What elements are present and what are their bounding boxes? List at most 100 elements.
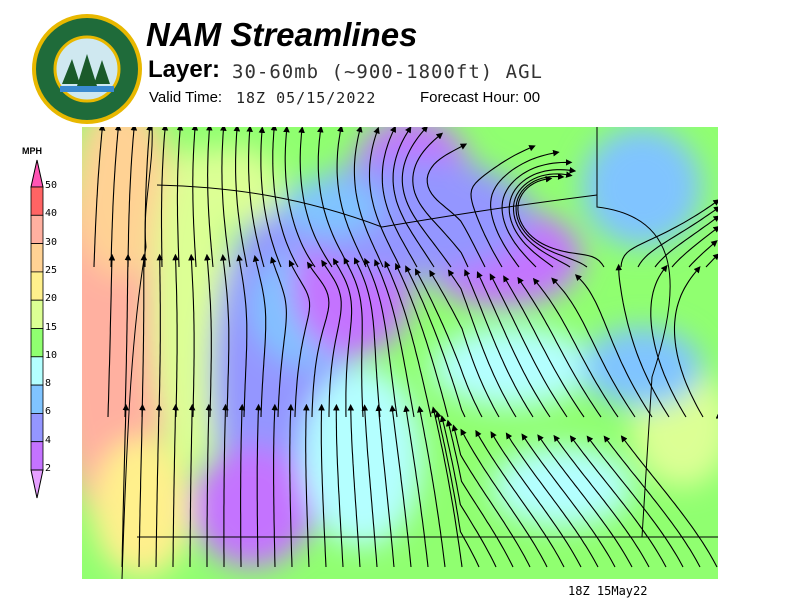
- streamline: [489, 273, 568, 418]
- wind-speed-region: [152, 147, 232, 467]
- legend-label: 15: [45, 321, 58, 333]
- streamline: [206, 127, 214, 268]
- legend-below-triangle: [30, 469, 44, 499]
- streamline: [172, 253, 179, 418]
- streamline: [671, 225, 718, 268]
- streamline: [447, 269, 517, 418]
- legend-band: [30, 299, 44, 329]
- legend-band: [30, 356, 44, 386]
- streamline: [140, 253, 148, 418]
- streamline: [255, 403, 262, 568]
- forecast-hour: Forecast Hour: 00: [420, 89, 541, 106]
- streamline-map: [82, 127, 718, 579]
- streamline: [107, 253, 116, 418]
- streamline: [287, 403, 294, 568]
- wind-speed-region: [302, 367, 422, 547]
- streamline: [258, 127, 282, 268]
- state-border: [156, 184, 598, 228]
- streamline: [389, 404, 412, 568]
- legend-band: [30, 271, 44, 301]
- streamline: [431, 406, 463, 568]
- streamline: [246, 127, 265, 268]
- wind-speed-region: [432, 327, 592, 407]
- streamline: [508, 167, 577, 268]
- streamline: [270, 127, 299, 268]
- streamline: [414, 268, 483, 418]
- streamline: [347, 404, 361, 568]
- streamline: [429, 269, 500, 418]
- valid-time-value: 18Z 05/15/2022: [236, 89, 377, 107]
- legend-above-triangle: [30, 159, 44, 188]
- legend-band: [30, 243, 44, 273]
- streamline: [381, 127, 418, 268]
- streamline: [283, 127, 316, 268]
- streamline: [503, 275, 585, 418]
- streamline: [574, 274, 653, 418]
- streamline: [172, 403, 179, 567]
- streamline: [306, 261, 330, 418]
- streamline: [124, 253, 132, 418]
- streamline: [155, 403, 163, 568]
- streamline: [490, 431, 582, 568]
- legend-band: [30, 328, 44, 358]
- streamline: [332, 258, 353, 418]
- streamline: [238, 403, 246, 567]
- streamline: [517, 175, 605, 268]
- streamline: [333, 403, 344, 568]
- streamline: [650, 264, 687, 418]
- coastline: [121, 127, 153, 579]
- streamline: [336, 127, 367, 268]
- wind-speed-region: [492, 447, 632, 527]
- streamline: [451, 424, 531, 568]
- streamline: [361, 404, 378, 568]
- streamline: [470, 145, 536, 268]
- streamline: [445, 419, 514, 568]
- streamline: [615, 263, 670, 418]
- streamline: [375, 404, 395, 568]
- streamline: [620, 435, 718, 568]
- streamline: [374, 259, 415, 418]
- streamline: [343, 257, 364, 418]
- streamline: [401, 127, 452, 268]
- wind-speed-region: [82, 127, 172, 277]
- legend-label: 10: [45, 349, 58, 361]
- streamline: [532, 277, 619, 418]
- legend-label: 20: [45, 293, 58, 305]
- streamline: [93, 127, 106, 268]
- streamline: [460, 428, 548, 568]
- streamline: [537, 434, 633, 568]
- streamline: [553, 434, 650, 568]
- streamline: [435, 410, 480, 568]
- legend-label: 2: [45, 463, 52, 474]
- streamline: [688, 240, 718, 268]
- wind-speed-region: [582, 127, 702, 247]
- page-title: NAM Streamlines: [146, 16, 418, 53]
- streamline: [188, 403, 196, 567]
- streamline: [138, 403, 146, 568]
- streamline: [551, 277, 636, 418]
- streamline: [403, 405, 429, 568]
- streamline: [204, 253, 212, 418]
- streamline: [288, 259, 311, 418]
- streamline: [490, 149, 560, 268]
- streamline: [176, 127, 184, 268]
- streamline: [353, 257, 381, 418]
- streamline: [110, 127, 122, 268]
- streamline: [144, 127, 153, 267]
- legend-label: 50: [45, 180, 58, 191]
- streamline: [127, 127, 138, 268]
- legend-band: [30, 186, 44, 216]
- legend-band: [30, 214, 44, 244]
- streamline: [476, 271, 551, 418]
- streamline: [364, 257, 398, 418]
- legend-label: 30: [45, 236, 58, 248]
- state-border: [596, 127, 671, 538]
- streamline: [412, 132, 469, 268]
- streamline: [637, 206, 718, 268]
- streamline: [121, 403, 130, 568]
- streamline: [303, 403, 310, 568]
- streamline: [395, 262, 449, 418]
- streamline: [586, 435, 684, 568]
- streamline: [205, 403, 213, 567]
- layer-value: 30-60mb (~900-1800ft) AGL: [232, 61, 543, 83]
